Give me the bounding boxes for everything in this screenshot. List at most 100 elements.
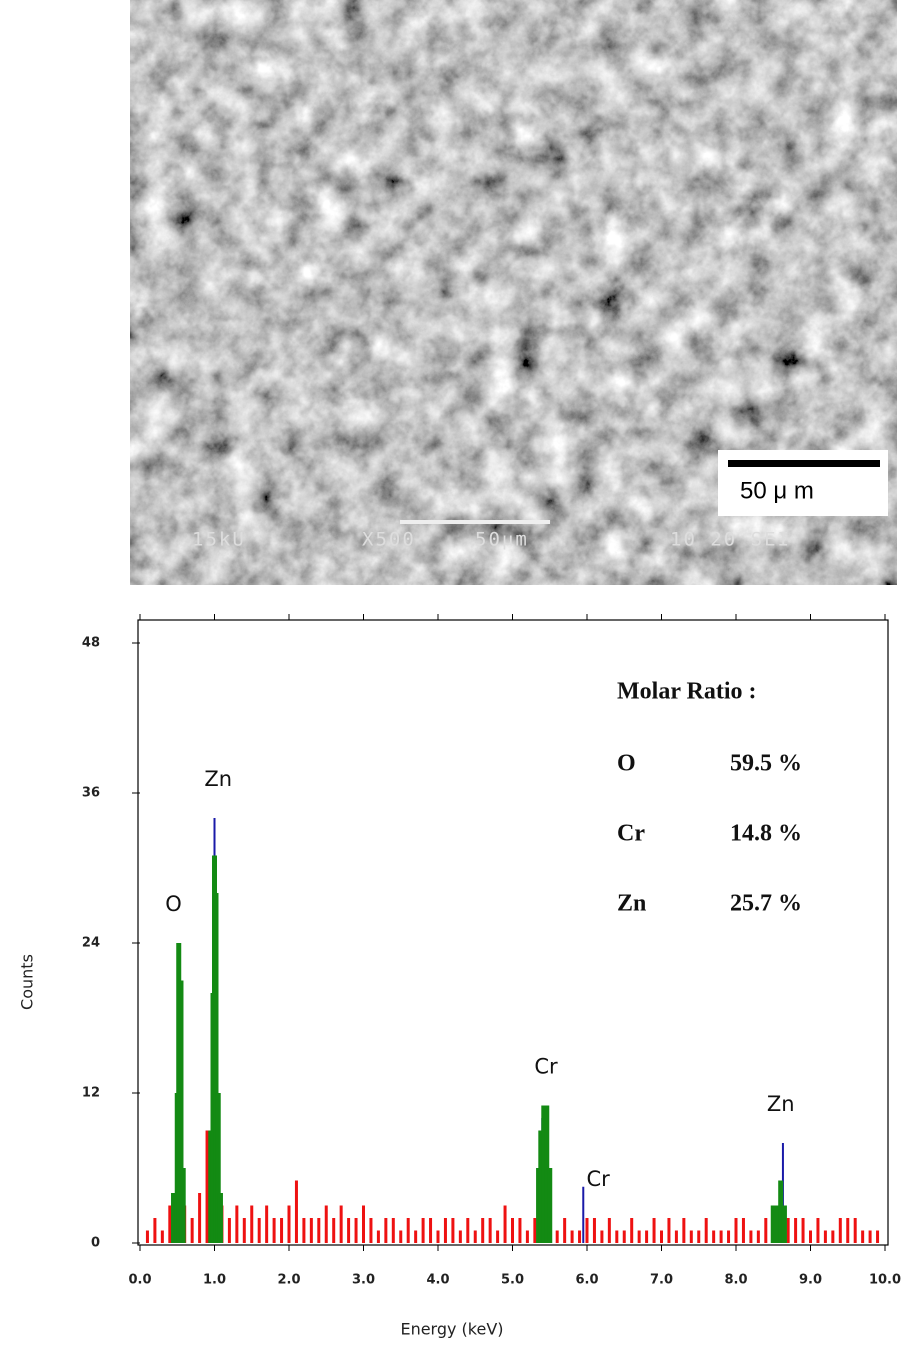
bar (538, 1130, 544, 1243)
bar (682, 1218, 686, 1243)
bar (458, 1230, 462, 1243)
bar (511, 1218, 514, 1243)
bar (756, 1230, 760, 1243)
bar (719, 1230, 723, 1243)
bar (178, 980, 184, 1243)
bar (570, 1230, 574, 1243)
bar (592, 1218, 596, 1243)
bar (503, 1205, 507, 1243)
bar (257, 1218, 261, 1243)
info-text: 50μm (475, 529, 529, 551)
bar (764, 1218, 768, 1243)
ratio-value: 25.7 % (730, 891, 802, 917)
bar (622, 1230, 626, 1243)
bar (168, 1205, 172, 1243)
x-axis-label: Energy (keV) (400, 1320, 503, 1339)
x-tick-label: 2.0 (277, 1273, 300, 1288)
bar (838, 1218, 842, 1243)
y-axis-label: Counts (18, 954, 37, 1010)
bar (287, 1205, 291, 1243)
x-tick-label: 4.0 (426, 1273, 449, 1288)
info-text: 10 20 SEI (670, 529, 791, 551)
scale-label: 50 μ m (740, 477, 814, 504)
bar (615, 1230, 619, 1243)
bar (488, 1218, 492, 1243)
sem-image: 50 μ m 15kU X500 50μm 10 20 SEI (130, 0, 897, 585)
bar (585, 1218, 589, 1243)
peak-label: O (165, 892, 182, 916)
bar (198, 1193, 202, 1243)
bar (302, 1218, 306, 1243)
bar (309, 1218, 313, 1243)
bar (600, 1230, 604, 1243)
bar (541, 1105, 547, 1243)
bar (525, 1230, 529, 1243)
ratio-value: 59.5 % (730, 751, 802, 777)
bar (846, 1218, 850, 1243)
bar (794, 1218, 798, 1243)
bar (770, 1205, 776, 1243)
bar (778, 1180, 784, 1243)
y-tick-label: 48 (82, 636, 100, 651)
bar (727, 1230, 731, 1243)
bar (876, 1230, 880, 1243)
bar (660, 1230, 663, 1243)
peak-label: Cr (534, 1055, 558, 1079)
x-tick-label: 10.0 (869, 1273, 901, 1288)
bar (645, 1230, 649, 1243)
x-tick-label: 1.0 (203, 1273, 226, 1288)
bar (853, 1218, 857, 1243)
x-tick-label: 9.0 (799, 1273, 822, 1288)
ratio-element: Cr (617, 821, 645, 847)
plot-frame (137, 619, 889, 1246)
info-text: 15kU (192, 529, 246, 551)
scale-bar (728, 460, 880, 467)
bar (436, 1230, 440, 1243)
bar (823, 1230, 827, 1243)
info-text: X500 (362, 529, 416, 551)
bar (145, 1230, 149, 1243)
x-tick-label: 5.0 (501, 1273, 524, 1288)
bar (213, 893, 219, 1243)
x-tick-label: 3.0 (352, 1273, 375, 1288)
bar (339, 1205, 343, 1243)
bar (354, 1218, 358, 1243)
bar (391, 1218, 395, 1243)
bar (555, 1230, 559, 1243)
bar (369, 1218, 373, 1243)
bar (861, 1230, 865, 1243)
bar (868, 1230, 872, 1243)
y-tick-label: 12 (82, 1086, 100, 1101)
bar (429, 1218, 433, 1243)
bar (741, 1218, 745, 1243)
bar (816, 1218, 820, 1243)
bar (774, 1205, 780, 1243)
bar (362, 1205, 365, 1243)
ratio-value: 14.8 % (730, 821, 802, 847)
bar (399, 1230, 403, 1243)
bar (749, 1230, 753, 1243)
bar (443, 1218, 447, 1243)
peak-label: Zn (767, 1092, 795, 1116)
bar (406, 1218, 410, 1243)
bar (496, 1230, 500, 1243)
bar (734, 1218, 738, 1243)
bar (180, 1168, 186, 1243)
x-tick-label: 6.0 (575, 1273, 598, 1288)
bar (652, 1218, 656, 1243)
bar (171, 1193, 177, 1243)
bar (578, 1230, 582, 1243)
bar (533, 1218, 537, 1243)
y-tick-label: 24 (82, 936, 100, 951)
ratio-element: O (617, 751, 636, 777)
bar (697, 1230, 701, 1243)
bar (466, 1218, 470, 1243)
bar (704, 1218, 708, 1243)
bar (235, 1205, 239, 1243)
x-tick-label: 7.0 (650, 1273, 673, 1288)
bar (712, 1230, 716, 1243)
bar (582, 1186, 585, 1243)
bar (217, 1193, 223, 1243)
bar (294, 1180, 298, 1243)
